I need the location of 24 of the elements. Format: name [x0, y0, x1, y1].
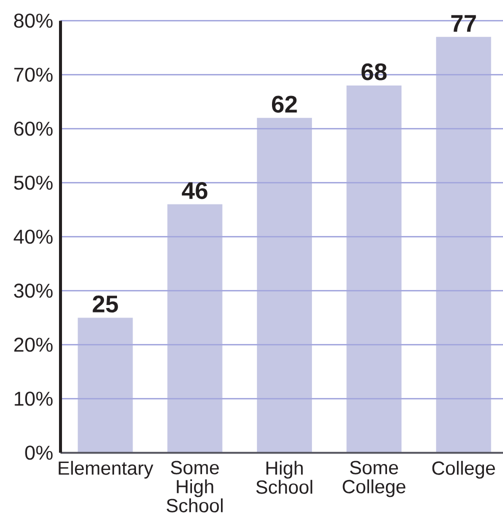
- y-tick-label: 30%: [14, 284, 53, 298]
- y-tick-label: 20%: [14, 338, 53, 352]
- y-tick-label: 80%: [14, 14, 53, 28]
- y-tick-label: 60%: [14, 122, 53, 136]
- x-tick-label: Elementary: [58, 460, 154, 479]
- bar: [436, 36, 492, 453]
- bar: [167, 204, 222, 453]
- y-tick-label: 70%: [14, 68, 53, 82]
- data-label: 62: [272, 96, 297, 113]
- data-label: 25: [92, 296, 118, 312]
- data-label: 68: [362, 63, 387, 80]
- x-tick-label: College: [432, 460, 495, 479]
- x-tick-label: High School: [256, 460, 312, 494]
- bar: [256, 118, 312, 453]
- x-tick-label: Some College: [342, 460, 406, 498]
- data-label: 46: [182, 182, 208, 200]
- y-tick-label: 40%: [14, 230, 53, 244]
- bar: [78, 318, 133, 453]
- bar: [346, 86, 402, 453]
- y-tick-label: 0%: [25, 446, 53, 460]
- x-tick-label: Some High School: [166, 460, 223, 512]
- y-tick-label: 10%: [14, 392, 53, 406]
- y-tick-label: 50%: [14, 176, 53, 190]
- data-label: 77: [451, 15, 476, 32]
